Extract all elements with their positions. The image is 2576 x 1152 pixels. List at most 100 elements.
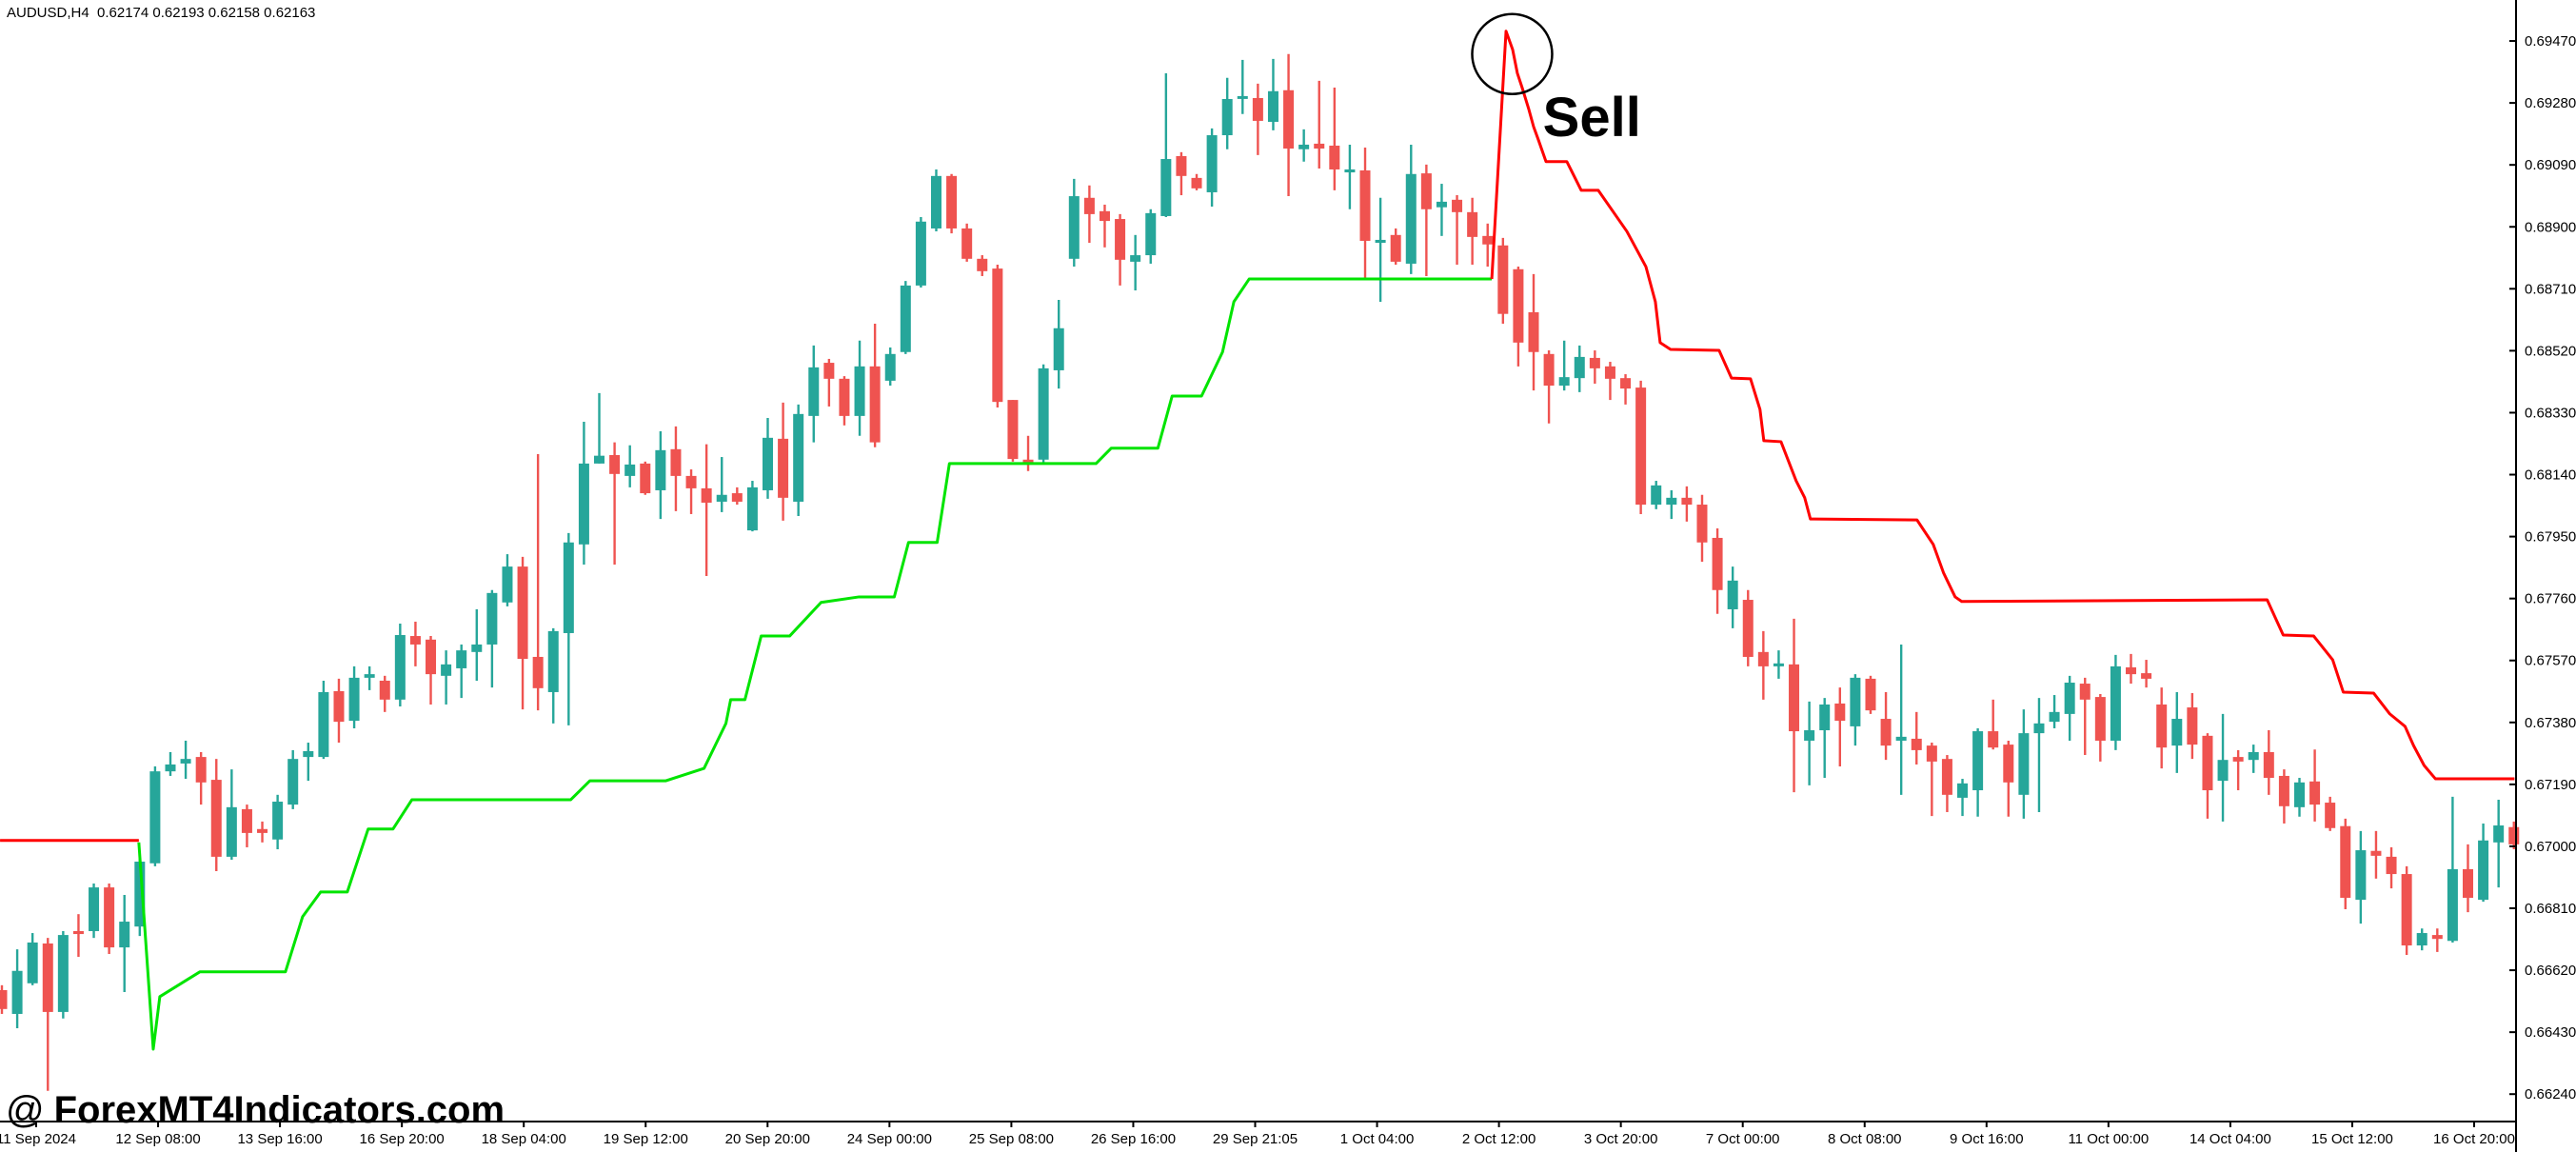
candle-body — [456, 650, 467, 668]
candle-body — [854, 366, 865, 416]
candle-body — [1420, 173, 1432, 209]
candle-body — [2431, 935, 2443, 940]
price-tick-label: 0.67380 — [2525, 715, 2576, 731]
candle-body — [2462, 868, 2473, 899]
candle-body — [1452, 199, 1463, 212]
candle-body — [1543, 353, 1555, 387]
candle-body — [441, 664, 452, 676]
candle-body — [2278, 775, 2289, 806]
time-tick-label: 11 Sep 2024 — [0, 1131, 76, 1147]
candle-body — [1651, 485, 1662, 506]
candle-body — [1115, 219, 1126, 260]
candle-body — [2232, 757, 2244, 762]
price-tick-label: 0.66620 — [2525, 963, 2576, 979]
price-tick-label: 0.67190 — [2525, 777, 2576, 793]
candle-body — [977, 258, 988, 271]
candle-body — [1267, 90, 1278, 122]
candle-body — [1666, 497, 1677, 506]
time-tick-label: 14 Oct 04:00 — [2190, 1131, 2271, 1147]
candle-body — [1696, 505, 1708, 543]
candle-body — [89, 887, 100, 931]
time-tick-label: 20 Sep 20:00 — [725, 1131, 810, 1147]
candle-body — [1329, 145, 1340, 169]
candle-body — [1589, 357, 1600, 368]
candle-body — [1375, 239, 1386, 244]
candle-body — [1972, 731, 1984, 791]
candle-body — [2401, 874, 2412, 946]
candle-body — [1068, 196, 1080, 259]
candle-body — [2064, 683, 2075, 714]
candle-body — [915, 221, 926, 286]
time-tick-label: 3 Oct 20:00 — [1584, 1131, 1658, 1147]
time-tick-label: 19 Sep 12:00 — [604, 1131, 688, 1147]
candle-body — [1436, 201, 1447, 208]
candle-body — [1206, 135, 1218, 192]
candle-body — [394, 635, 406, 700]
candle-body — [2079, 684, 2091, 700]
candle-body — [1926, 745, 1937, 762]
candle-body — [1513, 268, 1524, 343]
candle-body — [2493, 825, 2505, 843]
time-tick-label: 2 Oct 12:00 — [1462, 1131, 1536, 1147]
candle-body — [1941, 759, 1952, 795]
candle-body — [1789, 664, 1800, 732]
candle-body — [1130, 255, 1141, 262]
candle-body — [1727, 580, 1738, 609]
candle-body — [2033, 723, 2045, 734]
candle-body — [1221, 99, 1233, 136]
candle-body — [348, 677, 360, 722]
price-tick-label: 0.67760 — [2525, 591, 2576, 607]
candle-body — [1681, 497, 1693, 506]
candle-body — [1390, 234, 1401, 262]
candle-body — [149, 771, 161, 864]
candle-body — [2355, 850, 2367, 901]
candle-body — [1895, 736, 1907, 741]
candle-body — [165, 764, 176, 772]
candle-body — [2478, 840, 2489, 901]
price-tick-label: 0.67950 — [2525, 529, 2576, 546]
candle-body — [1635, 387, 1647, 506]
candle-body — [961, 228, 973, 259]
candle-body — [1405, 173, 1417, 264]
candle-body — [1712, 537, 1723, 590]
candle-body — [900, 285, 911, 352]
candle-body — [763, 437, 773, 490]
candle-body — [272, 802, 284, 840]
candle-body — [2141, 673, 2152, 679]
candle-body — [731, 493, 743, 502]
trailing-stop-sell-line — [1490, 30, 2515, 781]
candle-body — [2248, 751, 2259, 761]
candle-body — [0, 989, 8, 1009]
time-tick-label: 26 Sep 16:00 — [1091, 1131, 1176, 1147]
price-tick-label: 0.66810 — [2525, 901, 2576, 917]
candle-body — [119, 922, 130, 948]
price-tick-label: 0.68140 — [2525, 467, 2576, 484]
sell-signal-circle — [1471, 12, 1554, 95]
candle-body — [1558, 377, 1570, 387]
time-tick-label: 7 Oct 00:00 — [1706, 1131, 1780, 1147]
candle-body — [1819, 704, 1831, 731]
time-tick-label: 1 Oct 04:00 — [1340, 1131, 1415, 1147]
candle-body — [930, 175, 941, 228]
candle-body — [746, 487, 758, 531]
candle-body — [2340, 825, 2351, 899]
candle-body — [1834, 703, 1846, 722]
candle-body — [839, 378, 850, 416]
candle-body — [426, 639, 437, 675]
candle-body — [287, 759, 299, 805]
price-tick-label: 0.69470 — [2525, 33, 2576, 50]
candle-body — [1099, 210, 1110, 222]
candle-body — [1911, 738, 1922, 750]
price-tick-label: 0.66430 — [2525, 1024, 2576, 1041]
candle-body — [2202, 735, 2213, 791]
candle-body — [2309, 781, 2321, 805]
candle-body — [2110, 665, 2121, 741]
candle-body — [1083, 197, 1095, 214]
candle-body — [1574, 356, 1585, 379]
price-tick-label: 0.68330 — [2525, 405, 2576, 421]
candle-body — [210, 780, 222, 857]
candle-body — [2370, 850, 2382, 856]
candle-body — [2003, 745, 2014, 783]
